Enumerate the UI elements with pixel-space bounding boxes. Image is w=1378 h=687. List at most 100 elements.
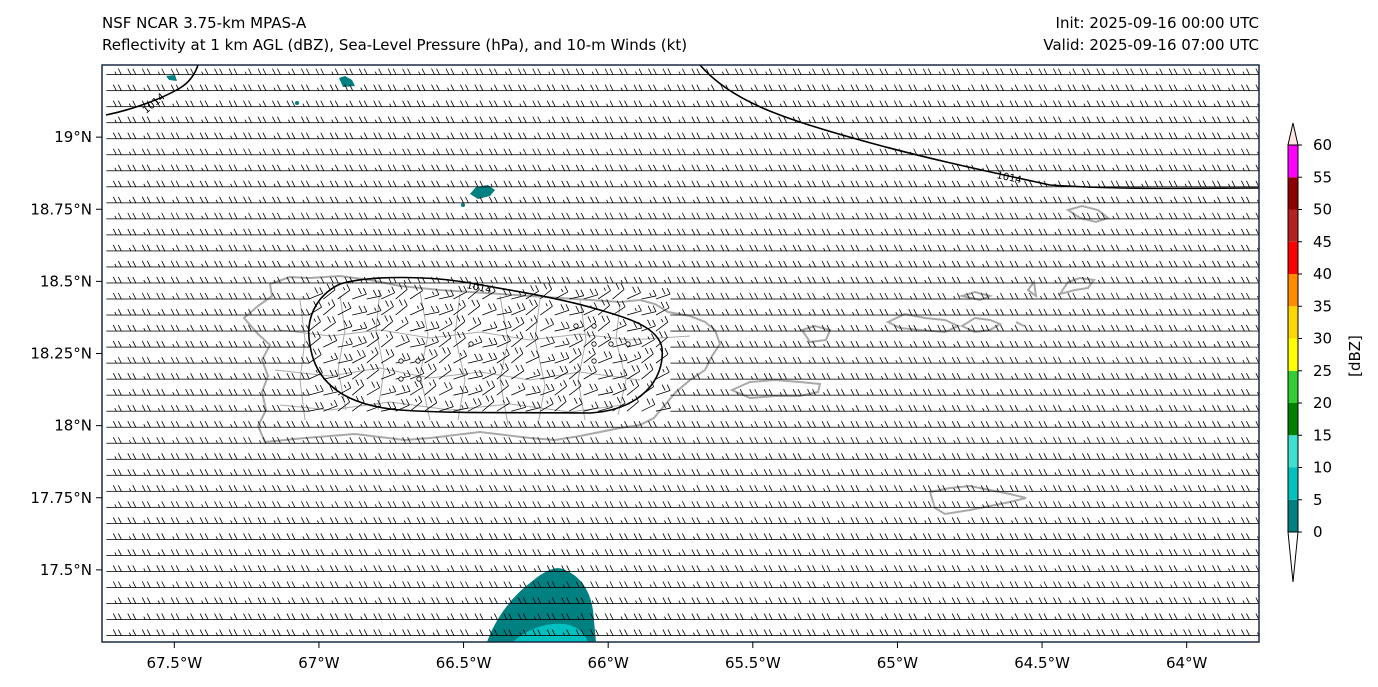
- wind-barb: [1075, 164, 1091, 172]
- wind-barb: [1118, 132, 1135, 140]
- reflectivity-echo-north-2: [339, 76, 355, 87]
- wind-barb: [265, 132, 281, 140]
- colorbar-tick-label: 20: [1313, 394, 1332, 412]
- wind-barb: [1060, 164, 1077, 172]
- wind-barb: [858, 68, 874, 76]
- wind-barb: [352, 84, 368, 92]
- wind-barb: [1060, 196, 1077, 204]
- colorbar-segment: [1288, 499, 1298, 532]
- wind-barb: [858, 116, 874, 124]
- wind-barb: [1176, 116, 1192, 124]
- wind-barb: [1191, 132, 1207, 140]
- wind-barb: [684, 100, 701, 108]
- wind-barb: [858, 260, 874, 268]
- wind-barb: [1133, 116, 1149, 124]
- wind-barb: [626, 68, 643, 76]
- wind-barb: [1234, 212, 1250, 220]
- wind-barb: [1162, 148, 1178, 156]
- wind-barb: [424, 116, 440, 124]
- wind-barb: [308, 164, 325, 172]
- wind-barb: [800, 148, 816, 156]
- wind-barb: [106, 212, 122, 220]
- wind-barb: [250, 68, 267, 76]
- wind-barb: [887, 116, 903, 124]
- wind-barb: [800, 260, 816, 268]
- wind-barb: [988, 100, 1004, 108]
- wind-barb: [1031, 196, 1048, 204]
- wind-barb: [728, 244, 744, 252]
- wind-barb: [786, 196, 802, 204]
- wind-barb: [323, 148, 339, 156]
- wind-barb: [1176, 196, 1192, 204]
- wind-barb: [250, 148, 267, 156]
- wind-barb: [381, 132, 397, 140]
- wind-barb: [655, 132, 672, 140]
- wind-barb: [1104, 132, 1120, 140]
- wind-barb: [236, 132, 252, 140]
- wind-barb: [612, 212, 628, 220]
- wind-barb: [1104, 180, 1120, 188]
- wind-barb: [178, 244, 195, 252]
- wind-barb: [771, 84, 787, 92]
- wind-barb: [684, 260, 701, 268]
- wind-barb: [511, 164, 527, 172]
- wind-barb: [1017, 164, 1033, 172]
- wind-barb: [742, 132, 759, 140]
- wind-barb: [1147, 164, 1163, 172]
- wind-barb: [279, 180, 296, 188]
- wind-barb: [901, 212, 918, 220]
- wind-barb: [670, 212, 686, 220]
- wind-barb: [815, 100, 831, 108]
- y-tick-label: 18.25°N: [30, 345, 92, 363]
- wind-barb: [988, 68, 1004, 76]
- wind-barb: [381, 84, 397, 92]
- isobar-1014-nw: [105, 65, 199, 116]
- wind-barb: [496, 212, 513, 220]
- wind-barb: [1205, 228, 1221, 236]
- wind-barb: [207, 164, 223, 172]
- wind-barb: [482, 244, 498, 252]
- wind-barb: [178, 260, 195, 268]
- wind-barb: [1176, 228, 1192, 236]
- wind-barb: [106, 260, 122, 268]
- wind-barb: [670, 180, 686, 188]
- wind-barb: [684, 132, 701, 140]
- wind-barb: [525, 164, 542, 172]
- wind-barb: [655, 116, 672, 124]
- wind-barb: [250, 116, 267, 124]
- wind-barb: [1133, 100, 1149, 108]
- wind-barb: [1046, 100, 1062, 108]
- wind-barb: [149, 132, 166, 140]
- wind-barb: [554, 244, 571, 252]
- wind-barb: [945, 132, 961, 140]
- wind-barb: [250, 100, 267, 108]
- wind-barb: [453, 212, 469, 220]
- wind-barb: [1104, 164, 1120, 172]
- wind-barb: [1162, 244, 1178, 252]
- wind-barb: [438, 164, 455, 172]
- wind-barb: [120, 228, 137, 236]
- wind-barb: [294, 164, 310, 172]
- wind-barb: [583, 196, 599, 204]
- wind-barb: [120, 244, 137, 252]
- wind-barb: [945, 148, 961, 156]
- wind-barb: [974, 260, 990, 268]
- reflectivity-layer: [166, 75, 596, 642]
- wind-barb: [843, 180, 860, 188]
- wind-barb: [829, 180, 845, 188]
- wind-barb: [207, 196, 223, 204]
- wind-barb: [1191, 164, 1207, 172]
- wind-barb: [308, 68, 325, 76]
- wind-barb: [164, 196, 180, 204]
- wind-barb: [482, 132, 498, 140]
- wind-barb: [916, 244, 932, 252]
- wind-barb: [1075, 212, 1091, 220]
- calm-wind-circle: [398, 376, 404, 382]
- wind-barb: [1219, 180, 1236, 188]
- wind-barb: [1046, 260, 1062, 268]
- wind-barb: [540, 116, 556, 124]
- wind-barb: [684, 164, 701, 172]
- map-panel: 1014 1014 1014: [101, 64, 1260, 643]
- wind-barb: [149, 116, 166, 124]
- wind-barb: [1031, 260, 1048, 268]
